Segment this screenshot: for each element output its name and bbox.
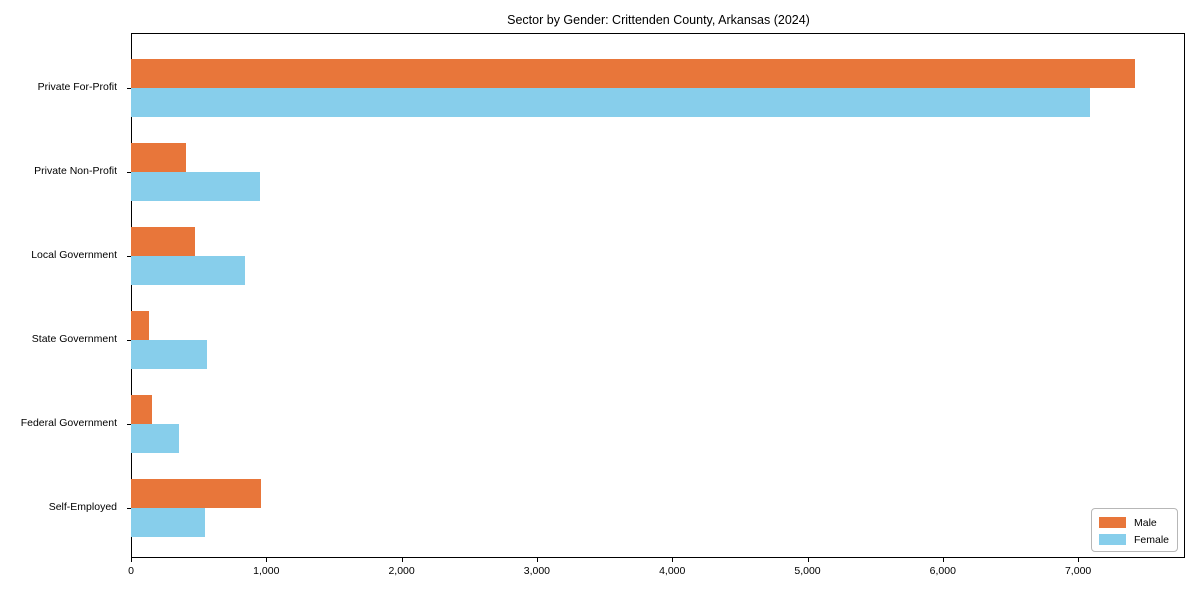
- ytick-mark: [127, 172, 131, 173]
- male-legend-swatch: [1099, 517, 1126, 528]
- bar-female-local-government: [131, 256, 246, 285]
- xtick-label-1000: 1,000: [253, 565, 280, 577]
- ytick-label-local-government: Local Government: [31, 249, 117, 261]
- ytick-label-state-government: State Government: [31, 333, 117, 345]
- chart-title: Sector by Gender: Crittenden County, Ark…: [507, 13, 810, 27]
- legend: Male Female: [1091, 508, 1178, 552]
- male-legend-label: Male: [1134, 516, 1157, 529]
- xtick-label-5000: 5,000: [794, 565, 821, 577]
- ytick-label-private-for-profit: Private For-Profit: [37, 81, 117, 93]
- xtick-label-2000: 2,000: [388, 565, 415, 577]
- ytick-label-private-non-profit: Private Non-Profit: [34, 165, 117, 177]
- ytick-mark: [127, 88, 131, 89]
- xtick-label-3000: 3,000: [523, 565, 551, 577]
- xtick-mark: [807, 558, 809, 562]
- ytick-label-self-employed: Self-Employed: [48, 501, 117, 513]
- legend-row-female: Female: [1099, 531, 1170, 548]
- female-legend-swatch: [1099, 534, 1126, 545]
- bar-female-private-non-profit: [131, 172, 261, 201]
- xtick-mark: [672, 558, 674, 562]
- female-legend-label: Female: [1134, 533, 1170, 546]
- bar-male-federal-government: [131, 395, 152, 424]
- xtick-mark: [131, 558, 132, 562]
- bar-male-state-government: [131, 311, 150, 340]
- bar-female-state-government: [131, 340, 207, 369]
- xtick-mark: [1078, 558, 1080, 562]
- xtick-label-0: 0: [128, 565, 134, 577]
- bar-female-private-for-profit: [131, 88, 1091, 117]
- plot-area: [131, 33, 1185, 558]
- xtick-label-4000: 4,000: [659, 565, 686, 577]
- legend-row-male: Male: [1099, 514, 1170, 531]
- xtick-mark: [266, 558, 268, 562]
- ytick-mark: [127, 508, 131, 509]
- xtick-mark: [401, 558, 403, 562]
- xtick-label-6000: 6,000: [929, 565, 956, 577]
- bar-male-private-for-profit: [131, 59, 1135, 88]
- xtick-label-7000: 7,000: [1064, 565, 1092, 577]
- ytick-mark: [127, 340, 131, 341]
- bar-male-local-government: [131, 227, 196, 256]
- bar-female-federal-government: [131, 424, 180, 453]
- bar-male-self-employed: [131, 479, 261, 508]
- ytick-mark: [127, 256, 131, 257]
- xtick-mark: [942, 558, 944, 562]
- xtick-mark: [536, 558, 538, 562]
- bar-male-private-non-profit: [131, 143, 187, 172]
- ytick-label-federal-government: Federal Government: [20, 417, 117, 429]
- ytick-mark: [127, 424, 131, 425]
- bar-female-self-employed: [131, 508, 206, 537]
